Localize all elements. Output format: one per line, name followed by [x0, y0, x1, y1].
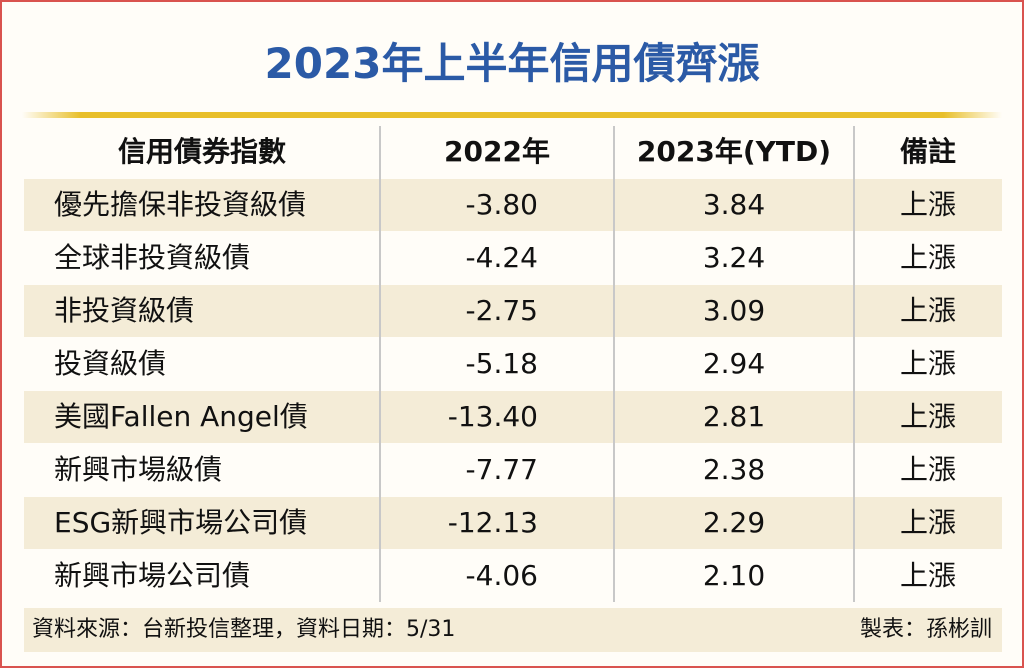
table-cell: 3.24 [702, 241, 766, 274]
table-cell: -3.80 [465, 188, 538, 221]
table-cell: -2.75 [465, 294, 538, 327]
column-divider [379, 126, 381, 602]
table-cell: -5.18 [465, 347, 538, 380]
source-note: 資料來源：台新投信整理，資料日期：5/31 [32, 617, 456, 642]
table-cell: -12.13 [447, 506, 538, 539]
row-band [24, 285, 1002, 337]
title-rule [22, 112, 1002, 118]
table-cell: 上漲 [899, 559, 956, 592]
table-cell: 上漲 [899, 506, 956, 539]
header-cell: 2022年 [444, 135, 550, 168]
table-cell: 2.81 [702, 400, 766, 433]
column-divider [853, 126, 855, 602]
table-cell: 優先擔保非投資級債 [54, 188, 307, 221]
table-cell: -4.06 [465, 559, 538, 592]
table-cell: 非投資級債 [54, 294, 195, 327]
header-cell: 信用債券指數 [117, 135, 286, 168]
header-cell: 備註 [899, 135, 956, 168]
title: 2023年上半年信用債齊漲 [264, 39, 760, 88]
table-cell: 全球非投資級債 [54, 241, 251, 274]
table-cell: -13.40 [447, 400, 538, 433]
table-cell: 2.38 [702, 453, 766, 486]
table-cell: 2.29 [702, 506, 766, 539]
table-cell: 上漲 [899, 347, 956, 380]
table-cell: 上漲 [899, 400, 956, 433]
row-band [24, 391, 1002, 443]
table-cell: 新興市場公司債 [54, 559, 251, 592]
table-cell: 上漲 [899, 188, 956, 221]
column-divider [613, 126, 615, 602]
table-cell: 新興市場級債 [54, 453, 223, 486]
row-band [24, 497, 1002, 549]
header-cell: 2023年(YTD) [636, 135, 832, 168]
table-cell: 上漲 [899, 294, 956, 327]
table-cell: 美國Fallen Angel債 [54, 400, 308, 433]
author-note: 製表：孫彬訓 [859, 617, 992, 642]
row-band [24, 179, 1002, 231]
table-cell: 上漲 [899, 241, 956, 274]
table-cell: 2.10 [702, 559, 766, 592]
table-cell: 投資級債 [54, 347, 167, 380]
table-cell: -4.24 [465, 241, 538, 274]
table-cell: ESG新興市場公司債 [54, 506, 308, 539]
table-cell: 3.84 [702, 188, 766, 221]
table-cell: -7.77 [465, 453, 538, 486]
table-cell: 上漲 [899, 453, 956, 486]
footer-band [24, 608, 1002, 652]
table-cell: 3.09 [702, 294, 766, 327]
table-cell: 2.94 [702, 347, 766, 380]
